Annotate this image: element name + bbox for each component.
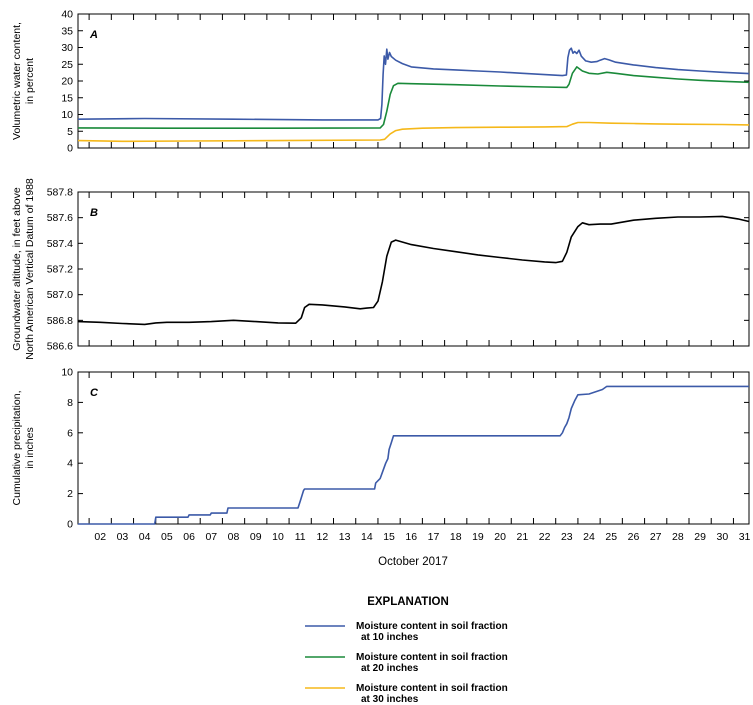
y-tick-label: 25 [61,59,73,71]
x-tick-label: 04 [139,531,151,543]
x-tick-label: 02 [94,531,106,543]
panel-a: 0 5 10 15 20 25 30 35 40 A Volumetric water conten… [11,9,750,155]
legend-label: Moisture content in soil fraction [356,683,508,694]
x-tick-label: 16 [405,531,417,543]
x-tick-label: 09 [250,531,262,543]
x-tick-label: 29 [694,531,706,543]
x-tick-label: 07 [205,531,217,543]
x-tick-label: 05 [161,531,173,543]
legend-label: Moisture content in soil fraction [356,652,508,663]
x-tick-label: 24 [583,531,595,543]
panel-letter: A [89,29,98,41]
y-tick-label: 587.2 [47,264,73,276]
x-tick-label: 03 [117,531,129,543]
series-line [77,47,750,121]
x-tick-label: 10 [272,531,284,543]
y-tick-label: 6 [67,427,73,439]
y-tick-label: 587.0 [47,289,73,301]
y-tick-label: 15 [61,92,73,104]
y-tick-label: 35 [61,25,73,37]
y-axis-label: Volumetric water content, [11,22,23,140]
x-tick-label: 15 [383,531,395,543]
legend-label: at 20 inches [361,663,419,674]
x-axis-title: October 2017 [378,556,448,568]
y-tick-label: 587.8 [47,187,73,199]
y-tick-label: 8 [67,397,73,409]
y-tick-label: 0 [67,519,73,531]
series-line [77,121,750,143]
x-tick-label: 06 [183,531,195,543]
x-tick-label: 21 [517,531,529,543]
y-tick-label: 20 [61,76,73,88]
y-tick-label: 0 [67,143,73,155]
panel-c: 0 2 4 6 8 10 C Cumulative precipitation, in inch… [11,367,750,531]
x-tick-label: 11 [295,531,306,543]
x-tick-label: 14 [361,531,373,543]
y-axis-label: North American Vertical Datum of 1988 [24,178,36,360]
y-tick-label: 30 [61,42,73,54]
plot-frame [77,371,750,525]
x-tick-label: 18 [450,531,462,543]
panel-b: 586.6 586.8 587.0 587.2 587.4 587.6 587.8 B Grou… [11,178,750,360]
legend-label: Moisture content in soil fraction [356,621,508,632]
x-tick-label: 12 [317,531,329,543]
x-tick-label: 17 [428,531,440,543]
series-line [77,66,750,129]
panel-letter: B [90,207,98,219]
y-tick-label: 10 [61,109,73,121]
x-tick-label: 23 [561,531,573,543]
y-axis-label: in inches [24,427,36,468]
y-axis-label: Cumulative precipitation, [11,391,23,506]
y-tick-label: 10 [61,367,73,379]
y-axis-label: in percent [24,58,36,104]
y-tick-label: 5 [67,126,73,138]
x-tick-label: 19 [472,531,484,543]
x-tick-label: 08 [228,531,240,543]
x-tick-label: 26 [628,531,640,543]
legend-label: at 10 inches [361,632,419,643]
x-tick-label: 13 [339,531,351,543]
series-line [77,215,750,326]
y-tick-label: 4 [67,458,73,470]
y-tick-label: 586.8 [47,315,73,327]
x-tick-label: 25 [605,531,617,543]
x-tick-label: 30 [716,531,728,543]
y-axis-label: Groundwater altitude, in feet above [11,187,23,351]
legend-title: EXPLANATION [367,596,449,608]
panel-letter: C [90,387,99,399]
series-line [78,385,749,525]
y-tick-label: 587.6 [47,212,73,224]
y-tick-label: 2 [67,488,73,500]
x-tick-label: 22 [539,531,551,543]
x-tick-label: 31 [739,531,751,543]
y-tick-label: 40 [61,9,73,21]
x-tick-label: 28 [672,531,684,543]
y-tick-label: 586.6 [47,341,73,353]
x-tick-label: 27 [650,531,662,543]
y-tick-label: 587.4 [47,238,73,250]
x-tick-label: 20 [494,531,506,543]
legend: EXPLANATION Moisture content in soil frac… [305,596,508,705]
legend-label: at 30 inches [361,694,419,705]
